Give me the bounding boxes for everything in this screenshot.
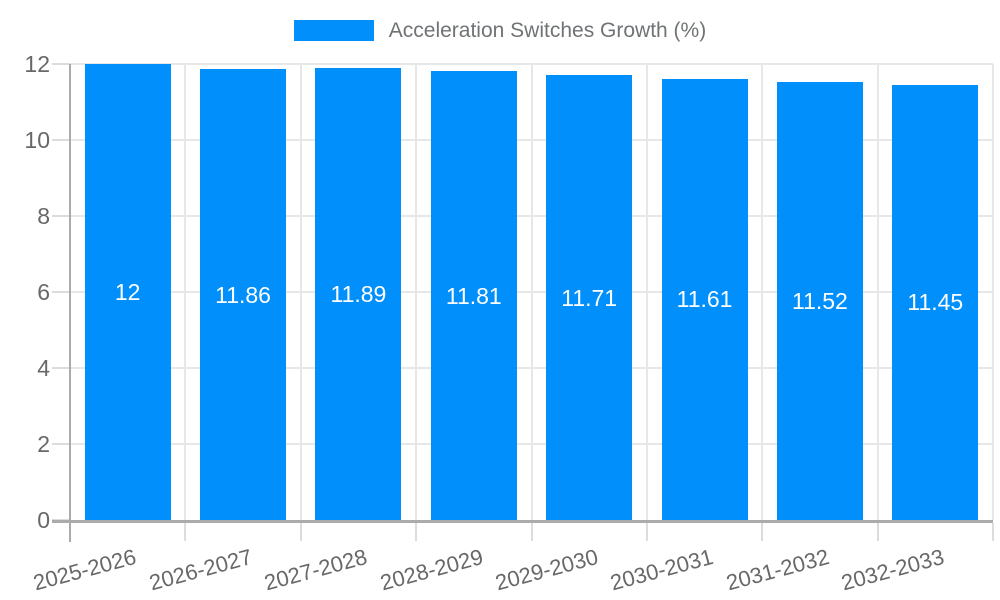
x-axis-tick xyxy=(992,523,994,541)
y-axis-tick xyxy=(52,443,70,445)
x-axis-tick xyxy=(184,523,187,541)
legend-label: Acceleration Switches Growth (%) xyxy=(388,19,707,42)
x-axis-tick xyxy=(415,523,418,541)
x-axis-tick xyxy=(876,523,879,541)
x-tick-label: 2031-2032 xyxy=(723,544,832,596)
bar-value-label: 11.81 xyxy=(445,282,502,309)
bar-value-label: 11.86 xyxy=(215,281,271,308)
x-tick-label: 2026-2027 xyxy=(146,544,255,596)
y-axis-tick xyxy=(52,291,70,293)
y-tick-label: 6 xyxy=(37,279,50,305)
x-gridline xyxy=(530,64,533,520)
x-tick-label: 2030-2031 xyxy=(607,544,717,596)
y-tick-label: 2 xyxy=(37,431,50,457)
y-tick-label: 0 xyxy=(37,507,50,533)
y-axis-tick xyxy=(52,63,70,65)
x-tick-label: 2028-2029 xyxy=(377,544,486,596)
y-tick-label: 8 xyxy=(37,203,50,229)
bar[interactable] xyxy=(776,82,863,520)
y-axis-tick xyxy=(52,215,70,217)
x-tick-label: 2032-2033 xyxy=(838,544,947,596)
legend: Acceleration Switches Growth (%) xyxy=(0,18,1000,43)
x-axis-tick xyxy=(299,523,302,541)
bar[interactable] xyxy=(892,84,979,520)
x-gridline xyxy=(761,64,764,520)
bar-value-label: 11.71 xyxy=(561,284,618,311)
x-gridline xyxy=(645,64,648,520)
x-tick-label: 2025-2026 xyxy=(31,544,140,596)
x-tick-label: 2027-2028 xyxy=(261,544,370,596)
x-gridline xyxy=(876,64,879,520)
bar[interactable] xyxy=(661,78,748,520)
bar-value-label: 11.89 xyxy=(330,281,387,308)
x-axis-line xyxy=(52,520,993,523)
x-axis-tick xyxy=(761,523,764,541)
bar[interactable] xyxy=(315,68,402,520)
bar[interactable] xyxy=(200,69,287,520)
y-axis-line xyxy=(69,64,71,542)
x-gridline xyxy=(299,64,302,520)
x-axis-tick xyxy=(645,523,648,541)
x-axis-tick xyxy=(530,523,533,541)
bar[interactable] xyxy=(430,71,517,520)
bar-value-label: 12 xyxy=(114,279,141,305)
legend-swatch xyxy=(293,20,374,41)
y-tick-label: 4 xyxy=(37,355,50,381)
bar-value-label: 11.61 xyxy=(676,286,733,313)
bar[interactable] xyxy=(546,75,633,520)
bar-value-label: 11.45 xyxy=(907,289,964,316)
x-tick-label: 2029-2030 xyxy=(492,544,601,596)
bar[interactable] xyxy=(84,64,171,520)
y-axis-tick xyxy=(52,367,70,369)
x-gridline xyxy=(415,64,418,520)
bar-value-label: 11.52 xyxy=(792,288,848,315)
y-tick-label: 10 xyxy=(24,127,50,153)
y-axis-tick xyxy=(52,139,70,141)
x-gridline xyxy=(184,64,187,520)
x-gridline xyxy=(992,64,994,520)
y-tick-label: 12 xyxy=(24,51,50,77)
